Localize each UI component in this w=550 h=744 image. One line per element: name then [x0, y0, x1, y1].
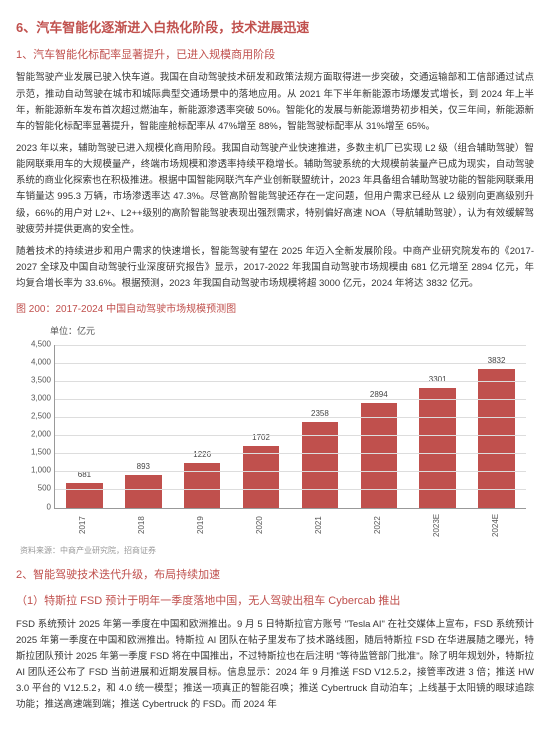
y-tick-label: 2,000	[21, 429, 51, 442]
subsection-2-1-title: （1）特斯拉 FSD 预计于明年一季度落地中国，无人驾驶出租车 Cybercab…	[16, 593, 534, 611]
bar-column: 681	[55, 345, 114, 508]
figure-title: 图 200：2017-2024 中国自动驾驶市场规模预测图	[16, 302, 534, 318]
bar	[361, 403, 398, 508]
subsection-1-title: 1、汽车智能化标配率显著提升，已进入规模商用阶段	[16, 47, 534, 65]
grid-line	[55, 399, 526, 400]
x-axis-labels: 2017201820192020202120222023E2024E	[54, 511, 526, 541]
x-tick-label: 2024E	[467, 511, 526, 541]
subsection-2-title: 2、智能驾驶技术迭代升级，布局持续加速	[16, 567, 534, 585]
bar-column: 2894	[349, 345, 408, 508]
y-tick-label: 4,000	[21, 356, 51, 369]
x-tick-label: 2020	[231, 511, 290, 541]
y-tick-label: 0	[21, 501, 51, 514]
x-tick-label: 2019	[172, 511, 231, 541]
bar-column: 3832	[467, 345, 526, 508]
y-tick-label: 3,500	[21, 374, 51, 387]
bar	[184, 463, 221, 507]
x-tick-label: 2018	[113, 511, 172, 541]
x-tick-label: 2021	[290, 511, 349, 541]
paragraph-4: FSD 系统预计 2025 年第一季度在中国和欧洲推出。9 月 5 日特斯拉官方…	[16, 617, 534, 714]
bar-column: 1702	[232, 345, 291, 508]
bar	[125, 475, 162, 507]
grid-line	[55, 381, 526, 382]
plot-area: 681893122617022358289433013832 05001,000…	[54, 345, 526, 509]
chart-unit: 单位：亿元	[20, 324, 530, 338]
paragraph-1: 智能驾驶产业发展已驶入快车道。我国在自动驾驶技术研发和政策法规方面取得进一步突破…	[16, 70, 534, 135]
bar	[66, 483, 103, 508]
grid-line	[55, 345, 526, 346]
grid-line	[55, 363, 526, 364]
bar-value-label: 2358	[311, 408, 329, 421]
grid-line	[55, 435, 526, 436]
chart-container: 单位：亿元 681893 1226 1702 2358 28943301 3832 0 50…	[16, 322, 534, 559]
bar-chart: 681893 1226 1702 2358 28943301 3832 0 500 1,000…	[20, 341, 530, 541]
bar-value-label: 1702	[252, 432, 270, 445]
y-tick-label: 4,500	[21, 338, 51, 351]
y-tick-label: 2,500	[21, 411, 51, 424]
bar-column: 3301	[408, 345, 467, 508]
x-tick-label: 2022	[349, 511, 408, 541]
x-tick-label: 2023E	[408, 511, 467, 541]
bar	[243, 446, 280, 508]
grid-line	[55, 471, 526, 472]
bar-column: 893	[114, 345, 173, 508]
chart-source: 资料来源：中商产业研究院，招商证券	[20, 545, 530, 558]
y-tick-label: 3,000	[21, 393, 51, 406]
bar-column: 1226	[173, 345, 232, 508]
grid-line	[55, 489, 526, 490]
bar-value-label: 1226	[193, 449, 211, 462]
grid-line	[55, 417, 526, 418]
bars-group: 681893 1226 1702 2358 28943301 3832	[55, 345, 526, 508]
bar	[478, 369, 515, 508]
section-main-title: 6、汽车智能化逐渐进入白热化阶段，技术进展迅速	[16, 18, 534, 39]
paragraph-3: 随着技术的持续进步和用户需求的快速增长，智能驾驶有望在 2025 年迈入全新发展…	[16, 244, 534, 292]
bar-column: 2358	[291, 345, 350, 508]
y-tick-label: 1,500	[21, 447, 51, 460]
paragraph-2: 2023 年以来，辅助驾驶已进入规模化商用阶段。我国自动驾驶产业快速推进，多数主…	[16, 141, 534, 238]
bar-value-label: 3832	[488, 355, 506, 368]
x-tick-label: 2017	[54, 511, 113, 541]
y-tick-label: 500	[21, 483, 51, 496]
y-tick-label: 1,000	[21, 465, 51, 478]
grid-line	[55, 453, 526, 454]
